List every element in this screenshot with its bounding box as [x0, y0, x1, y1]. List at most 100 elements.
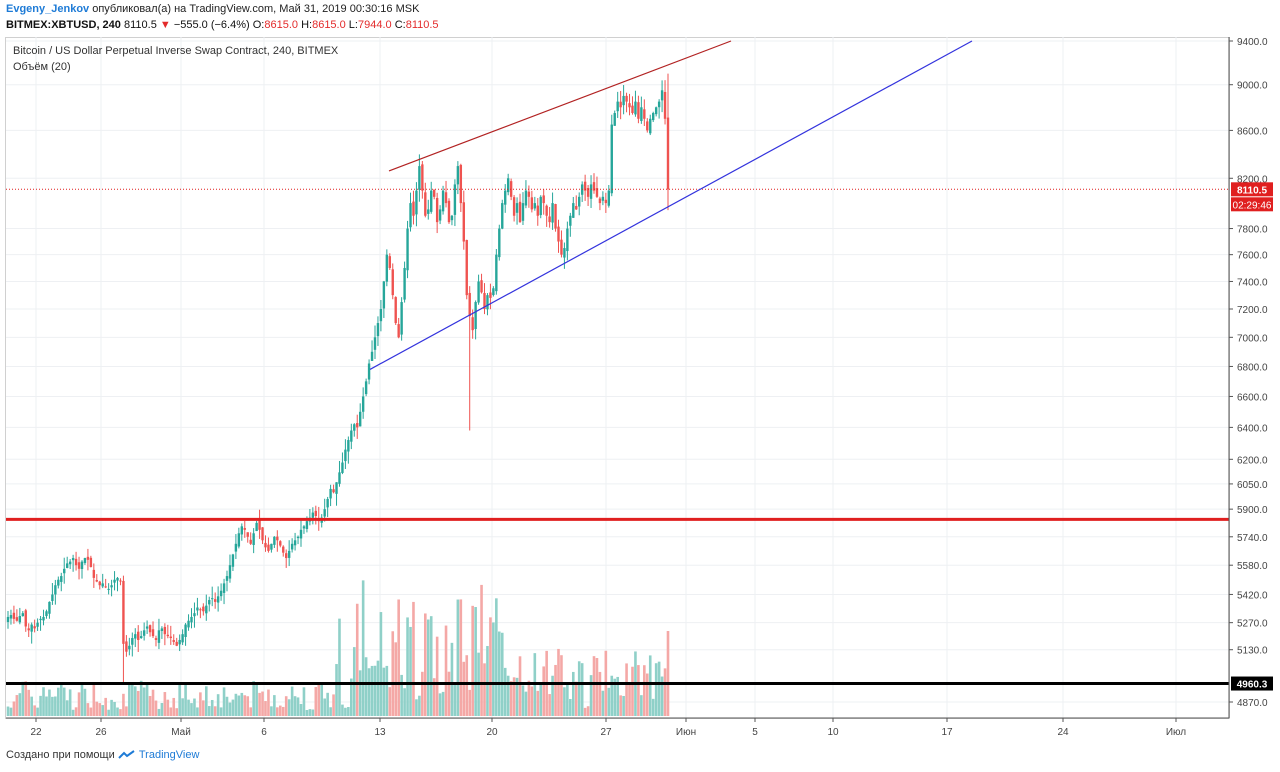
candle-body — [657, 101, 661, 108]
candle-body — [305, 521, 309, 529]
volume-bar — [645, 673, 649, 716]
volume-bar — [181, 698, 184, 716]
volume-bar — [560, 655, 563, 716]
candle-body — [400, 302, 403, 335]
volume-bar — [57, 687, 60, 716]
candle-body — [432, 189, 436, 197]
volume-bar — [521, 685, 525, 716]
ohlc-line: BITMEX:XBTUSD, 240 8110.5 ▼ −555.0 (−6.4… — [6, 19, 439, 31]
volume-bar — [515, 677, 519, 716]
y-tick-label: 5740.0 — [1237, 533, 1268, 544]
volume-bar — [622, 695, 625, 716]
volume-bar — [524, 691, 528, 716]
volume-bar — [400, 674, 403, 716]
candle-body — [489, 292, 492, 298]
y-tick-label: 4870.0 — [1237, 698, 1268, 709]
candle-body — [640, 107, 643, 121]
candle-body — [504, 190, 507, 205]
y-tick-label: 6050.0 — [1237, 480, 1268, 491]
candle-body — [296, 536, 300, 539]
volume-bar — [225, 696, 229, 716]
candle-body — [527, 191, 531, 197]
volume-bar — [207, 706, 211, 716]
volume-bar — [509, 681, 513, 716]
volume-bar — [270, 706, 273, 716]
volume-bar — [154, 700, 158, 716]
candle-body — [586, 187, 590, 197]
volume-bar — [415, 699, 418, 716]
countdown-tag — [1231, 197, 1273, 212]
volume-bar — [311, 709, 315, 716]
volume-bar — [255, 684, 258, 716]
candle-body — [196, 607, 199, 611]
volume-bar — [530, 686, 534, 716]
volume-bar — [30, 696, 33, 716]
tradingview-link[interactable]: TradingView — [138, 749, 200, 761]
volume-bar — [107, 709, 110, 716]
candle-body — [427, 209, 430, 214]
volume-bar — [216, 694, 220, 716]
candle-body — [492, 288, 495, 296]
volume-bar — [619, 695, 622, 716]
volume-bar — [101, 705, 105, 716]
candle-body — [134, 634, 137, 639]
candle-body — [649, 118, 652, 134]
candle-body — [172, 640, 175, 642]
candle-body — [273, 536, 276, 545]
candle-body — [178, 639, 181, 645]
volume-bar — [213, 706, 217, 716]
volume-bar — [498, 631, 501, 716]
volume-bar — [305, 709, 309, 716]
candle-body — [515, 203, 519, 213]
candle-body — [240, 526, 244, 535]
candle-body — [163, 626, 167, 635]
candle-body — [613, 113, 616, 126]
candle-body — [367, 363, 371, 380]
y-tick-label: 7400.0 — [1237, 277, 1268, 288]
candle-body — [131, 638, 134, 645]
candle-body — [219, 590, 223, 597]
volume-bar — [403, 688, 406, 716]
author-link[interactable]: Evgeny_Jenkov — [6, 3, 90, 15]
volume-bar — [480, 584, 483, 716]
volume-bar — [518, 656, 522, 716]
y-tick-label: 5900.0 — [1237, 505, 1268, 516]
candle-body — [376, 323, 380, 337]
x-tick-label: Июн — [676, 727, 696, 738]
volume-bar — [145, 683, 149, 716]
volume-bar — [210, 699, 214, 716]
volume-bar — [542, 666, 545, 716]
volume-bar — [222, 687, 226, 716]
candle-body — [166, 634, 170, 637]
candles — [6, 73, 670, 684]
tradingview-logo-icon[interactable] — [118, 750, 136, 760]
volume-bar — [252, 681, 255, 716]
volume-bar — [483, 663, 486, 716]
volume-bar — [104, 697, 107, 716]
price-tags: 8110.5 02:29:46 4960.3 — [1231, 182, 1273, 691]
volume-bar — [65, 700, 69, 716]
candle-body — [160, 628, 164, 631]
volume-bar — [367, 668, 371, 716]
candle-body — [104, 586, 107, 588]
x-tick-label: 24 — [1057, 727, 1069, 738]
volume-bar — [169, 707, 173, 716]
candle-body — [175, 641, 178, 646]
candle-body — [598, 198, 602, 204]
time-axis: 22 26 Май 6 13 20 27 Июн 5 10 17 24 Июл — [6, 717, 1229, 738]
volume-bar — [332, 694, 335, 716]
publish-line: Evgeny_Jenkov опубликовал(а) на TradingV… — [6, 3, 419, 15]
high-label: H: — [301, 19, 313, 31]
candle-body — [151, 629, 155, 637]
candle-body — [450, 215, 454, 221]
y-tick-label: 9400.0 — [1237, 37, 1268, 48]
volume-bar — [527, 680, 531, 716]
volume-bar — [62, 687, 66, 716]
candle-body — [57, 579, 60, 586]
candle-body — [575, 205, 578, 210]
candle-body — [589, 184, 593, 199]
candle-body — [646, 121, 649, 131]
candle-body — [65, 563, 69, 568]
candle-body — [474, 302, 477, 330]
